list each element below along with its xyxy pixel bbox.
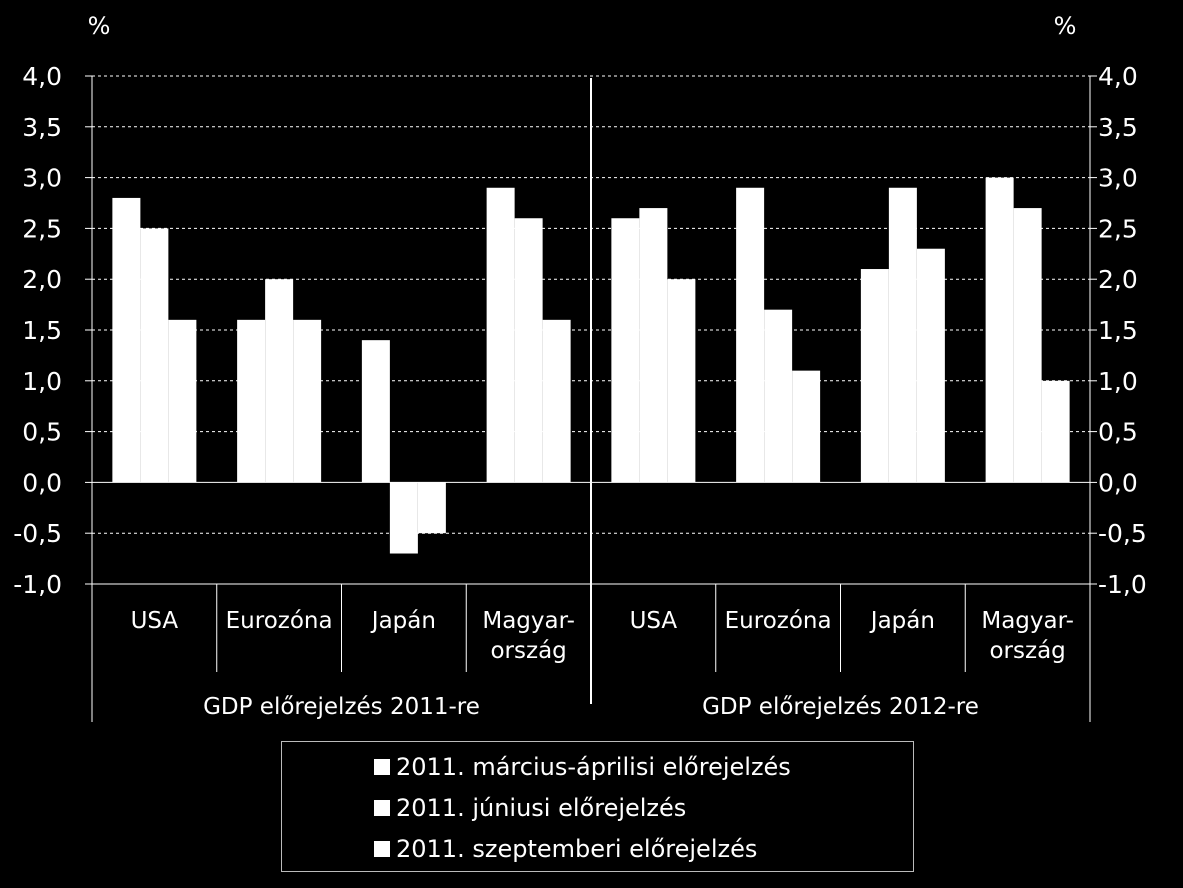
category-label: USA (131, 608, 179, 634)
category-label: Eurozóna (725, 608, 832, 634)
y-tick-label-right: 3,5 (1098, 113, 1138, 142)
legend-swatch (374, 799, 390, 816)
y-tick-label-left: 2,0 (22, 265, 62, 294)
bar (140, 228, 169, 483)
bar (514, 218, 543, 483)
y-tick-label-left: 1,5 (22, 316, 62, 345)
bar (736, 187, 765, 483)
group-label: GDP előrejelzés 2011-re (203, 694, 480, 720)
y-tick-label-left: 3,0 (22, 164, 62, 193)
bar (985, 177, 1014, 483)
bar (1013, 208, 1042, 483)
legend-item: 2011. júniusi előrejelzés (374, 787, 913, 828)
y-axis-right-unit: % (1054, 12, 1077, 40)
bar (611, 218, 640, 483)
bar (265, 279, 294, 483)
y-axis-left-ticks: 4,0 3,5 3,0 2,5 2,0 1,5 1,0 0,5 0,0 -0,5 -1,0 (13, 62, 62, 599)
y-tick-label-left: -0,5 (13, 519, 62, 548)
bars (112, 177, 1070, 554)
bar (888, 187, 917, 483)
category-label: ország (490, 638, 566, 664)
category-label: Magyar- (981, 608, 1074, 634)
legend-swatch (374, 758, 390, 775)
y-tick-label-right: 1,5 (1098, 316, 1138, 345)
bar (916, 248, 945, 483)
bar (293, 319, 322, 483)
legend-item: 2011. szeptemberi előrejelzés (374, 828, 913, 869)
bar (1041, 380, 1070, 483)
category-label: Japán (869, 608, 935, 634)
legend-swatch (374, 840, 390, 857)
legend-label: 2011. március-áprilisi előrejelzés (396, 752, 791, 781)
category-label: Japán (370, 608, 436, 634)
bar (361, 340, 390, 483)
y-tick-label-right: -1,0 (1098, 570, 1147, 599)
category-labels: USA Eurozóna Japán Magyar-ország USA Eurozóna… (131, 608, 1074, 664)
y-tick-label-left: 3,5 (22, 113, 62, 142)
legend-item: 2011. március-áprilisi előrejelzés (374, 746, 913, 787)
y-axis-left-unit: % (88, 12, 111, 40)
bar (860, 269, 889, 483)
bar (542, 319, 571, 483)
category-label: USA (630, 608, 678, 634)
axes (85, 75, 1097, 722)
y-tick-label-right: 2,5 (1098, 214, 1138, 243)
bar (639, 208, 668, 483)
bar (389, 482, 418, 554)
y-tick-label-left: 0,5 (22, 418, 62, 447)
legend-label: 2011. júniusi előrejelzés (396, 793, 687, 822)
y-axis-right-ticks: 4,0 3,5 3,0 2,5 2,0 1,5 1,0 0,5 0,0 -0,5 -1,0 (1098, 62, 1147, 599)
bar (417, 482, 446, 534)
category-label: Magyar- (482, 608, 575, 634)
bar (667, 279, 696, 483)
y-tick-label-left: -1,0 (13, 570, 62, 599)
legend-label: 2011. szeptemberi előrejelzés (396, 834, 758, 863)
y-tick-label-left: 2,5 (22, 214, 62, 243)
bar (764, 309, 793, 483)
y-tick-label-right: 3,0 (1098, 164, 1138, 193)
category-label: ország (989, 638, 1065, 664)
bar (792, 370, 821, 483)
bar (112, 197, 141, 483)
y-tick-label-right: -0,5 (1098, 519, 1147, 548)
y-tick-label-left: 1,0 (22, 367, 62, 396)
group-labels: GDP előrejelzés 2011-re GDP előrejelzés 2… (203, 694, 979, 720)
category-label: Eurozóna (226, 608, 333, 634)
bar (168, 319, 197, 483)
y-tick-label-right: 0,5 (1098, 418, 1138, 447)
y-tick-label-left: 4,0 (22, 62, 62, 91)
y-tick-label-left: 0,0 (22, 468, 62, 497)
y-tick-label-right: 1,0 (1098, 367, 1138, 396)
bar (237, 319, 266, 483)
y-tick-label-right: 2,0 (1098, 265, 1138, 294)
bar (486, 187, 515, 483)
group-label: GDP előrejelzés 2012-re (702, 694, 979, 720)
y-tick-label-right: 0,0 (1098, 468, 1138, 497)
legend: 2011. március-áprilisi előrejelzés 2011.… (281, 741, 914, 872)
y-tick-label-right: 4,0 (1098, 62, 1138, 91)
